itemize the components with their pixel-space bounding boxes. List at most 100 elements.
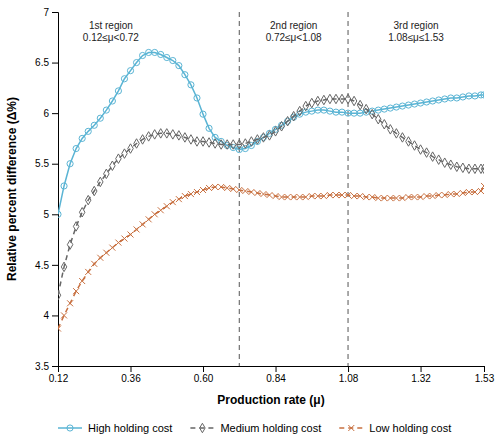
x-tick-label: 1.53	[475, 373, 495, 384]
y-tick: 4.5	[35, 260, 58, 271]
marker	[212, 184, 218, 190]
marker	[339, 109, 345, 115]
marker	[236, 187, 242, 193]
marker	[91, 122, 97, 128]
marker	[182, 133, 187, 142]
x-tick: 1.32	[411, 366, 431, 384]
marker	[109, 245, 115, 251]
marker	[61, 183, 67, 189]
marker	[303, 101, 308, 110]
marker	[267, 131, 272, 140]
marker	[357, 100, 362, 109]
legend-swatch-line	[58, 427, 82, 429]
marker	[248, 189, 254, 195]
y-tick: 5	[43, 209, 58, 220]
chart-svg: 0.120.360.600.841.081.321.533.544.555.56…	[0, 0, 500, 446]
x-tick-label: 0.36	[121, 373, 141, 384]
marker	[327, 108, 333, 114]
legend: High holding costMedium holding costLow …	[58, 422, 451, 434]
marker	[73, 288, 79, 294]
marker	[387, 105, 393, 111]
marker	[188, 135, 193, 144]
y-tick-label: 6.5	[35, 57, 49, 68]
marker	[442, 96, 448, 102]
series-markers	[58, 49, 484, 217]
marker	[230, 186, 236, 192]
marker	[393, 104, 399, 110]
y-tick-label: 7	[43, 7, 49, 18]
marker	[481, 183, 484, 189]
marker	[61, 312, 67, 318]
marker	[376, 114, 381, 123]
marker	[273, 193, 279, 199]
y-tick: 6	[43, 108, 58, 119]
marker	[321, 193, 327, 199]
marker	[327, 94, 332, 103]
x-tick-mark	[203, 366, 204, 372]
marker	[206, 125, 212, 131]
marker	[454, 95, 460, 101]
y-tick-label: 4	[43, 310, 49, 321]
marker	[285, 194, 291, 200]
marker	[315, 107, 321, 113]
y-tick: 6.5	[35, 57, 58, 68]
x-tick: 0.84	[266, 366, 286, 384]
legend-swatch	[339, 425, 363, 431]
marker	[73, 222, 78, 231]
marker	[472, 93, 478, 99]
marker	[369, 194, 375, 200]
x-tick-mark	[276, 366, 277, 372]
marker	[128, 232, 134, 238]
series-markers	[58, 183, 484, 332]
annotation-line: 3rd region	[394, 20, 439, 31]
marker	[260, 191, 266, 197]
marker	[418, 145, 423, 154]
x-tick-mark	[131, 366, 132, 372]
legend-swatch-marker	[67, 425, 73, 431]
marker	[115, 88, 121, 94]
marker	[285, 116, 290, 125]
marker	[200, 187, 206, 193]
y-tick: 3.5	[35, 361, 58, 372]
marker	[466, 93, 472, 99]
marker	[182, 72, 188, 78]
y-tick: 7	[43, 7, 58, 18]
marker	[321, 95, 326, 104]
marker	[194, 189, 200, 195]
marker	[79, 208, 84, 217]
annotation-line: 0.12≤μ<0.72	[83, 32, 139, 43]
marker	[266, 192, 272, 198]
legend-swatch	[58, 425, 82, 431]
marker	[481, 164, 484, 173]
marker	[140, 221, 146, 227]
legend-item: Medium holding cost	[190, 422, 321, 434]
annotation: 2nd region0.72≤μ<1.08	[266, 20, 322, 43]
marker	[134, 226, 140, 232]
y-tick-label: 5	[43, 209, 49, 220]
marker	[98, 177, 103, 186]
marker	[466, 189, 472, 195]
marker	[400, 133, 405, 142]
marker	[357, 110, 363, 116]
marker	[176, 196, 182, 202]
marker	[381, 195, 387, 201]
marker	[67, 240, 72, 249]
annotation: 3rd region1.08≤μ≤1.53	[388, 20, 444, 43]
marker	[448, 160, 453, 169]
marker	[405, 194, 411, 200]
marker	[97, 255, 103, 261]
marker	[273, 127, 278, 136]
marker	[418, 194, 424, 200]
marker	[79, 278, 85, 284]
y-tick-mark	[52, 113, 58, 114]
marker	[417, 100, 423, 106]
marker	[315, 193, 321, 199]
marker	[170, 130, 175, 139]
marker	[466, 164, 471, 173]
marker	[448, 191, 454, 197]
legend-label: Medium holding cost	[220, 422, 321, 434]
marker	[194, 95, 200, 101]
marker	[188, 191, 194, 197]
y-tick-label: 5.5	[35, 158, 49, 169]
marker	[375, 195, 381, 201]
